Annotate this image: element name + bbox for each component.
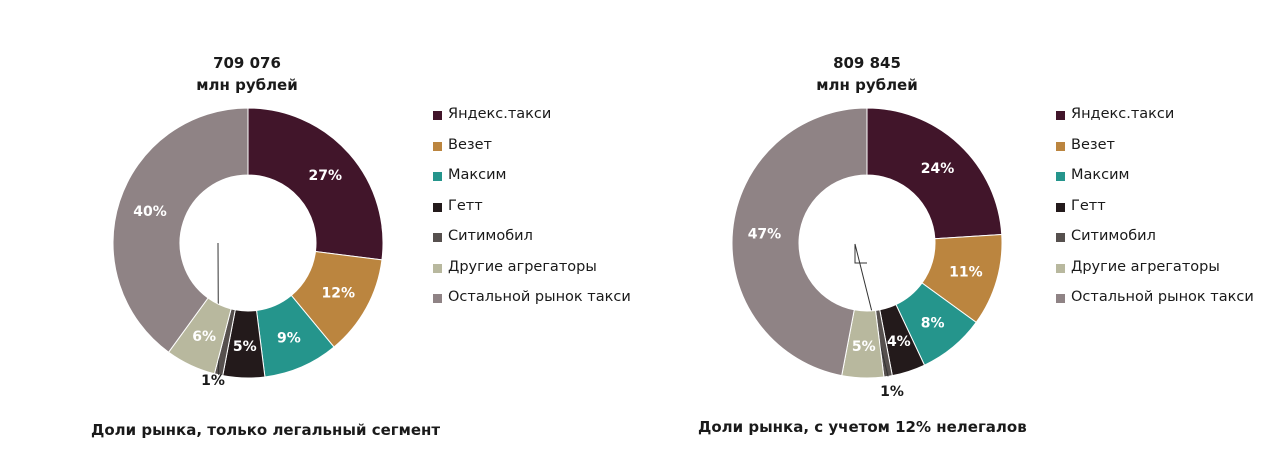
legend-swatch: [1056, 233, 1065, 242]
legend-swatch: [433, 233, 442, 242]
total-value: 809 845: [833, 54, 901, 72]
legend-item: Гетт: [433, 198, 631, 229]
legend-swatch: [433, 111, 442, 120]
legend-item: Везет: [433, 137, 631, 168]
slice-label: 40%: [133, 204, 167, 220]
legend-swatch: [433, 141, 442, 151]
donut-slice: [731, 107, 868, 377]
legend-label: Гетт: [448, 197, 483, 214]
total-unit: млн рублей: [816, 76, 918, 94]
legend-item: Другие агрегаторы: [433, 259, 631, 290]
legend-swatch: [433, 294, 442, 303]
legend-swatch: [1056, 294, 1065, 303]
legend-label: Ситимобил: [448, 228, 533, 244]
legend-item: Везет: [1056, 137, 1254, 168]
legend-swatch: [433, 202, 442, 212]
donut-slice: [866, 107, 1003, 240]
slice-label: 12%: [322, 286, 356, 302]
legend-label: Ситимобил: [1071, 228, 1156, 244]
legend-swatch: [1056, 172, 1065, 181]
slice-label: 27%: [309, 168, 343, 184]
slice-label: 1%: [201, 373, 225, 389]
slice-label: 8%: [921, 315, 945, 331]
leader-line: [854, 243, 889, 377]
chart-panel-legal: 709 076 млн рублей 27% 12% 9% 5% 1% 6% 40% Янд…: [91, 52, 631, 439]
legend-swatch: [1056, 202, 1065, 212]
legend-label: Максим: [1071, 167, 1130, 183]
chart-caption: Доли рынка, только легальный сегмент: [91, 421, 441, 439]
legend-swatch: [433, 263, 442, 273]
legend-item: Яндекс.такси: [1056, 106, 1254, 137]
slice-label: 5%: [852, 339, 876, 355]
legend-item: Яндекс.такси: [433, 106, 631, 137]
chart-panel-with-illegal: 809 845 млн рублей 24% 11% 8% 4% 1% 5% 47% Янд…: [642, 0, 1284, 475]
legend-label: Другие агрегаторы: [448, 258, 597, 275]
legend-item: Максим: [433, 167, 631, 198]
legend-item: Ситимобил: [433, 228, 631, 259]
legend-item: Ситимобил: [1056, 228, 1254, 259]
legend-item: Другие агрегаторы: [1056, 259, 1254, 290]
chart-total: 709 076 млн рублей: [117, 52, 377, 96]
legend-label: Везет: [1071, 136, 1115, 153]
legend-item: Гетт: [1056, 198, 1254, 229]
chart-total: 809 845 млн рублей: [737, 52, 997, 96]
legend-label: Остальной рынок такси: [448, 289, 631, 305]
chart-legend: Яндекс.такси Везет Максим Гетт Ситимобил…: [1056, 106, 1254, 320]
chart-caption: Доли рынка, с учетом 12% нелегалов: [698, 418, 1027, 436]
legend-label: Яндекс.такси: [448, 106, 552, 122]
slice-label: 24%: [921, 161, 955, 177]
total-value: 709 076: [213, 54, 281, 72]
donut-chart: 27% 12% 9% 5% 1% 6% 40%: [112, 107, 384, 389]
legend-label: Гетт: [1071, 197, 1106, 214]
total-unit: млн рублей: [196, 76, 298, 94]
legend-swatch: [1056, 263, 1065, 273]
slice-label: 4%: [887, 334, 911, 350]
legend-label: Яндекс.такси: [1071, 106, 1175, 122]
donut-chart: 24% 11% 8% 4% 1% 5% 47%: [731, 107, 1003, 400]
chart-legend: Яндекс.такси Везет Максим Гетт Ситимобил…: [433, 106, 631, 320]
legend-item: Максим: [1056, 167, 1254, 198]
donut-slice: [112, 107, 249, 353]
legend-label: Другие агрегаторы: [1071, 258, 1220, 275]
donut-slice: [247, 107, 384, 261]
legend-item: Остальной рынок такси: [433, 289, 631, 320]
slice-label: 5%: [233, 339, 257, 355]
legend-swatch: [1056, 111, 1065, 120]
slice-label: 1%: [880, 384, 904, 400]
legend-label: Везет: [448, 136, 492, 153]
slice-label: 6%: [192, 329, 216, 345]
legend-swatch: [433, 172, 442, 181]
legend-label: Остальной рынок такси: [1071, 289, 1254, 305]
slice-label: 9%: [277, 331, 301, 347]
legend-item: Остальной рынок такси: [1056, 289, 1254, 320]
slice-label: 11%: [949, 265, 983, 281]
legend-label: Максим: [448, 167, 507, 183]
legend-swatch: [1056, 141, 1065, 151]
slice-label: 47%: [748, 226, 782, 242]
